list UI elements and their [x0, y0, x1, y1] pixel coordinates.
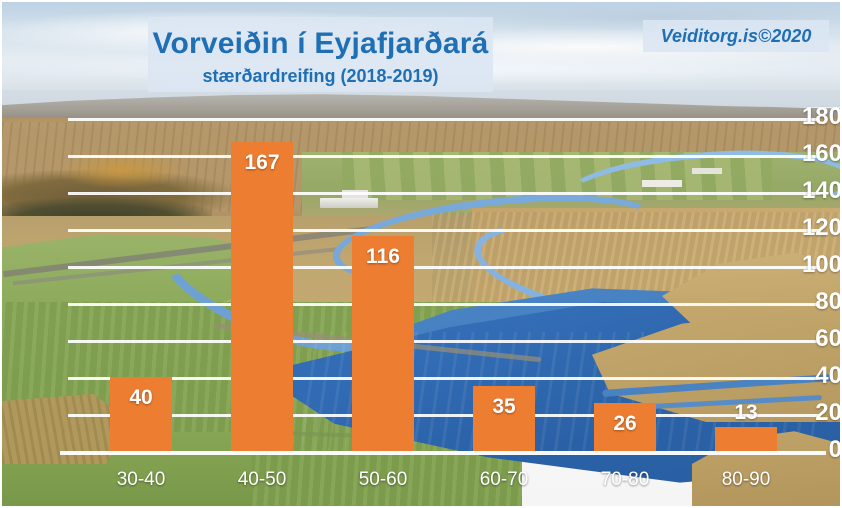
gridline [68, 340, 820, 343]
gridline [68, 192, 820, 195]
y-axis-tick-label: 40 [815, 362, 842, 389]
x-axis-tick-label: 60-70 [479, 469, 529, 490]
x-axis-tick-label: 40-50 [237, 469, 287, 490]
gridline [68, 155, 820, 158]
bar[interactable] [110, 377, 172, 451]
y-axis-tick-label: 120 [801, 214, 842, 241]
y-axis-tick-label: 60 [815, 325, 842, 352]
bar[interactable] [352, 236, 414, 451]
y-axis-tick-label: 0 [828, 436, 842, 463]
x-axis-tick-label: 70-80 [600, 469, 650, 490]
bar[interactable] [473, 386, 535, 451]
x-axis-tick-label: 30-40 [116, 469, 166, 490]
bar[interactable] [594, 402, 656, 451]
farm-building [642, 180, 682, 187]
watermark-text: Veiditorg.is©2020 [660, 26, 812, 46]
y-axis-tick-label: 140 [801, 177, 842, 204]
farm-building [692, 168, 722, 174]
bar-value-label: 13 [734, 400, 758, 424]
bar-value-label: 26 [613, 411, 637, 435]
bar-value-label: 116 [366, 245, 400, 269]
gridline [68, 414, 820, 417]
gridline [68, 118, 820, 121]
axis-baseline [60, 451, 826, 455]
y-axis-tick-label: 180 [801, 103, 842, 130]
chart-title: Vorveiðin í Eyjafjarðará [152, 27, 489, 60]
chart-title-box: Vorveiðin í Eyjafjarðará stærðardreifing… [148, 17, 493, 92]
chart-subtitle: stærðardreifing (2018-2019) [202, 66, 439, 86]
y-axis-tick-label: 80 [815, 288, 842, 315]
y-axis-tick-label: 20 [815, 399, 842, 426]
gridline [68, 377, 820, 380]
y-axis-tick-label: 160 [801, 140, 842, 167]
watermark-box: Veiditorg.is©2020 [643, 20, 829, 52]
bar[interactable] [231, 142, 293, 451]
gridline [68, 266, 820, 269]
x-axis-tick-label: 50-60 [358, 469, 408, 490]
bar[interactable] [715, 426, 777, 451]
farm-building [320, 198, 378, 208]
x-axis-tick-label: 80-90 [721, 469, 771, 490]
bar-value-label: 167 [244, 151, 280, 175]
autumn-brush-patch [57, 152, 187, 188]
gridline [68, 229, 820, 232]
bar-value-label: 40 [129, 386, 153, 409]
y-axis-tick-label: 100 [801, 251, 842, 278]
gridline [68, 303, 820, 306]
bar-value-label: 35 [492, 395, 516, 419]
